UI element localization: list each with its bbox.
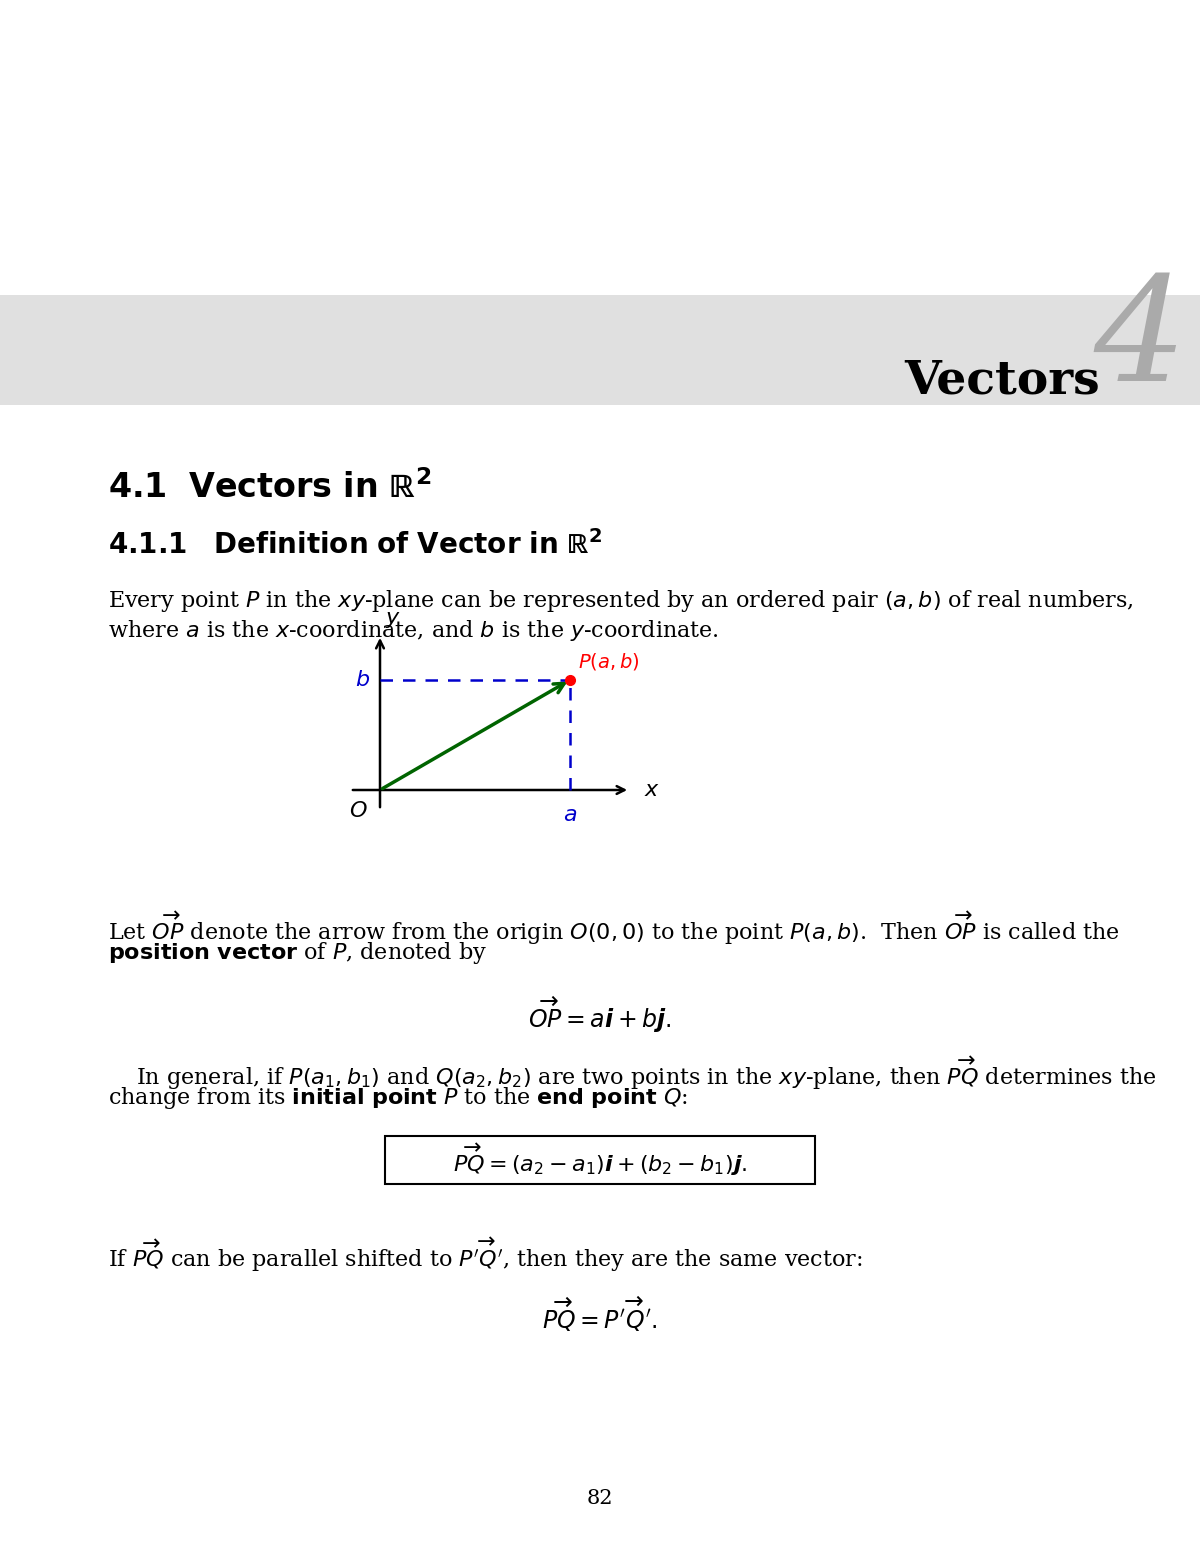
Text: $O$: $O$	[349, 800, 368, 822]
Text: Let $\overrightarrow{OP}$ denote the arrow from the origin $O(0, 0)$ to the poin: Let $\overrightarrow{OP}$ denote the arr…	[108, 910, 1120, 947]
Text: If $\overrightarrow{PQ}$ can be parallel shifted to $\overrightarrow{P'Q'}$, the: If $\overrightarrow{PQ}$ can be parallel…	[108, 1235, 863, 1273]
Text: $\overrightarrow{PQ} = \overrightarrow{P'Q'}.$: $\overrightarrow{PQ} = \overrightarrow{P…	[542, 1295, 658, 1334]
Text: Every point $P$ in the $xy$-plane can be represented by an ordered pair $(a, b)$: Every point $P$ in the $xy$-plane can be…	[108, 589, 1134, 613]
Text: Vectors: Vectors	[905, 357, 1100, 402]
Text: $\overrightarrow{PQ} = (a_2 - a_1)\boldsymbol{i} + (b_2 - b_1)\boldsymbol{j}.$: $\overrightarrow{PQ} = (a_2 - a_1)\bolds…	[452, 1141, 748, 1179]
Text: 4: 4	[1093, 270, 1187, 412]
Text: 82: 82	[587, 1488, 613, 1508]
Text: $P(a, b)$: $P(a, b)$	[578, 651, 640, 672]
Text: $\overrightarrow{OP} = a\boldsymbol{i} + b\boldsymbol{j}.$: $\overrightarrow{OP} = a\boldsymbol{i} +…	[528, 995, 672, 1036]
Bar	[385, 1135, 815, 1183]
Text: $\mathbf{4.1}$  $\mathbf{Vectors\ in\ \mathbb{R}^2}$: $\mathbf{4.1}$ $\mathbf{Vectors\ in\ \ma…	[108, 471, 431, 505]
Text: change from its $\mathbf{initial\ point}$ $P$ to the $\mathbf{end\ point}$ $Q$:: change from its $\mathbf{initial\ point}…	[108, 1086, 688, 1110]
Text: $a$: $a$	[563, 804, 577, 826]
Text: $x$: $x$	[644, 780, 660, 801]
Bar	[0, 295, 1200, 405]
Text: In general, if $P(a_1, b_1)$ and $Q(a_2, b_2)$ are two points in the $xy$-plane,: In general, if $P(a_1, b_1)$ and $Q(a_2,…	[136, 1054, 1157, 1092]
Text: $y$: $y$	[385, 609, 401, 631]
Text: $\mathbf{position\ vector}$ of $P$, denoted by: $\mathbf{position\ vector}$ of $P$, deno…	[108, 940, 487, 966]
Text: $\mathbf{4.1.1}$   $\mathbf{Definition\ of\ Vector\ in\ \mathbb{R}^2}$: $\mathbf{4.1.1}$ $\mathbf{Definition\ of…	[108, 530, 602, 561]
Text: $b$: $b$	[355, 669, 370, 691]
Text: where $a$ is the $x$-coordinate, and $b$ is the $y$-coordinate.: where $a$ is the $x$-coordinate, and $b$…	[108, 618, 719, 643]
